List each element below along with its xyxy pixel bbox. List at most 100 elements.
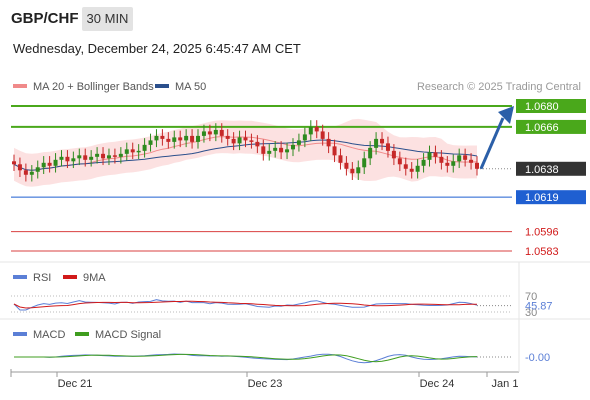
x-tick-label: Jan 1 bbox=[492, 378, 519, 390]
candle-body bbox=[385, 143, 390, 151]
level-label-1.0680: 1.0680 bbox=[525, 101, 559, 113]
candle-body bbox=[249, 140, 254, 142]
candle-body bbox=[12, 161, 16, 165]
macd-signal-line bbox=[14, 353, 478, 363]
candle-body bbox=[213, 129, 218, 135]
chart-header: GBP/CHF 30 MIN Wednesday, December 24, 2… bbox=[0, 0, 590, 70]
candle-body bbox=[374, 138, 379, 148]
macd-legend-swatch bbox=[75, 332, 89, 336]
candle-body bbox=[17, 164, 22, 171]
rsi-legend-label: 9MA bbox=[83, 272, 106, 284]
watermark: Research © 2025 Trading Central bbox=[417, 81, 581, 93]
forecast-arrow bbox=[479, 117, 505, 170]
symbol-title: GBP/CHF bbox=[11, 10, 79, 27]
candle-body bbox=[196, 135, 201, 142]
candle-body bbox=[207, 131, 212, 135]
candle-body bbox=[267, 150, 272, 154]
rsi-tick-70: 70 bbox=[525, 291, 537, 303]
level-tag-1.0666 bbox=[516, 119, 586, 134]
candle-body bbox=[380, 138, 385, 144]
rsi-legend-swatch bbox=[13, 275, 27, 279]
datetime-label: Wednesday, December 24, 2025 6:45:47 AM … bbox=[13, 41, 301, 56]
candle-body bbox=[409, 168, 414, 172]
timeframe-button[interactable]: 30 MIN bbox=[82, 7, 133, 31]
rsi-legend-label: RSI bbox=[33, 272, 51, 284]
candle-body bbox=[285, 149, 290, 153]
candle-body bbox=[136, 150, 141, 153]
candle-body bbox=[397, 158, 402, 165]
candle-body bbox=[391, 150, 396, 159]
candle-body bbox=[290, 144, 295, 150]
candle-body bbox=[23, 170, 28, 175]
candles bbox=[12, 120, 479, 182]
candle-body bbox=[106, 155, 111, 159]
candle-body bbox=[83, 155, 88, 160]
legend-swatch bbox=[13, 84, 27, 88]
level-label-1.0619: 1.0619 bbox=[525, 192, 559, 204]
candle-body bbox=[231, 138, 236, 144]
forecast-arrow-head bbox=[498, 106, 514, 124]
candle-body bbox=[326, 138, 331, 147]
candle-body bbox=[237, 137, 242, 144]
rsi-tick-30: 30 bbox=[525, 307, 537, 319]
candle-body bbox=[338, 155, 343, 163]
candle-body bbox=[142, 144, 147, 151]
candle-body bbox=[415, 165, 420, 172]
candle-body bbox=[451, 161, 456, 166]
level-label-1.0638: 1.0638 bbox=[525, 164, 559, 176]
candle-body bbox=[178, 137, 183, 141]
candle-body bbox=[118, 153, 123, 157]
candle-body bbox=[445, 162, 450, 166]
candle-body bbox=[362, 158, 367, 168]
candle-body bbox=[308, 126, 313, 135]
candle-body bbox=[279, 147, 284, 153]
candle-body bbox=[166, 138, 171, 142]
candle-body bbox=[350, 168, 355, 174]
level-tag-1.0638 bbox=[516, 161, 586, 176]
candle-body bbox=[332, 146, 337, 156]
candle-body bbox=[368, 147, 373, 159]
candle-body bbox=[225, 135, 230, 139]
legend-label: MA 50 bbox=[175, 81, 206, 93]
candle-body bbox=[65, 156, 70, 162]
candle-body bbox=[356, 167, 361, 174]
level-tag-1.0680 bbox=[516, 99, 586, 113]
candle-body bbox=[77, 155, 82, 159]
candle-body bbox=[89, 156, 94, 160]
candle-body bbox=[59, 156, 64, 160]
candle-body bbox=[130, 149, 135, 153]
candle-body bbox=[320, 131, 325, 139]
macd-legend-label: MACD Signal bbox=[95, 329, 161, 341]
x-tick-label: Dec 24 bbox=[420, 378, 455, 390]
candle-body bbox=[35, 167, 40, 172]
candle-body bbox=[261, 146, 266, 154]
candle-body bbox=[41, 162, 46, 168]
candle-body bbox=[243, 137, 248, 141]
candle-body bbox=[463, 155, 468, 160]
candle-body bbox=[47, 162, 52, 166]
x-tick-label: Dec 23 bbox=[248, 378, 283, 390]
x-tick-label: Dec 21 bbox=[58, 378, 93, 390]
candle-body bbox=[95, 153, 100, 157]
candle-body bbox=[427, 152, 432, 160]
candle-body bbox=[314, 126, 319, 132]
candle-body bbox=[296, 140, 301, 145]
candle-body bbox=[344, 162, 349, 169]
candle-body bbox=[112, 155, 117, 157]
macd-legend-swatch bbox=[13, 332, 27, 336]
candle-body bbox=[469, 159, 474, 163]
candle-body bbox=[403, 164, 408, 169]
macd-legend-label: MACD bbox=[33, 329, 65, 341]
level-label-1.0596: 1.0596 bbox=[525, 227, 559, 239]
level-tag-1.0619 bbox=[516, 190, 586, 205]
candle-body bbox=[154, 135, 159, 141]
candle-body bbox=[29, 171, 34, 175]
bollinger-band bbox=[14, 118, 477, 187]
legend-label: MA 20 + Bollinger Bands bbox=[33, 81, 154, 93]
candle-body bbox=[273, 147, 278, 151]
candle-body bbox=[190, 135, 195, 142]
rsi-ma-line bbox=[13, 300, 477, 309]
candle-body bbox=[302, 134, 307, 141]
candle-body bbox=[124, 149, 129, 154]
